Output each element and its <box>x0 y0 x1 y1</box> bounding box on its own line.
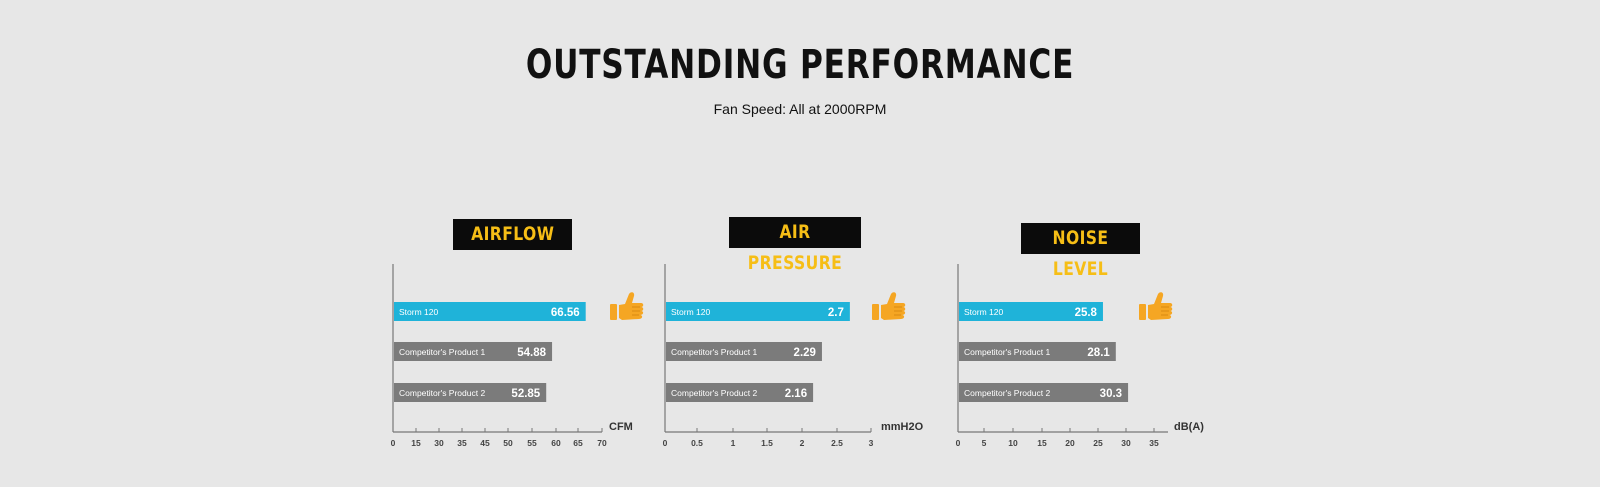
thumbs-up-icon <box>1139 292 1173 320</box>
air-pressure-bar <box>666 302 850 321</box>
noise-level-tick-label: 0 <box>956 438 961 448</box>
noise-level-bar-category: Competitor's Product 2 <box>964 388 1050 398</box>
noise-level-bar-category: Storm 120 <box>964 307 1003 317</box>
air-pressure-bar-category: Storm 120 <box>671 307 710 317</box>
airflow-bar-value: 66.56 <box>551 307 580 319</box>
noise-level-bar-value: 25.8 <box>1075 307 1098 319</box>
airflow-bar-value: 52.85 <box>511 388 540 400</box>
air-pressure-bar-category: Competitor's Product 1 <box>671 347 757 357</box>
air-pressure-bar <box>666 342 822 361</box>
airflow-tick-label: 55 <box>527 438 537 448</box>
air-pressure-tick-label: 2.5 <box>831 438 843 448</box>
chart-title-airflow-text: AIRFLOW <box>470 223 555 245</box>
airflow-bar-category: Storm 120 <box>399 307 438 317</box>
chart-title-noise-level-text: NOISE LEVEL <box>1052 227 1109 280</box>
noise-level-tick-label: 10 <box>1008 438 1018 448</box>
airflow-bar-category: Competitor's Product 1 <box>399 347 485 357</box>
air-pressure-axis-label: mmH2O <box>881 421 924 433</box>
airflow-bar-value: 54.88 <box>517 347 546 359</box>
airflow-tick-label: 15 <box>411 438 421 448</box>
noise-level-bar-value: 30.3 <box>1100 388 1122 400</box>
airflow-tick-label: 45 <box>480 438 490 448</box>
airflow-bar <box>394 383 547 402</box>
noise-level-bar <box>959 383 1129 402</box>
air-pressure-bar <box>666 383 814 402</box>
airflow-tick-label: 30 <box>434 438 444 448</box>
air-pressure-tick-label: 0 <box>663 438 668 448</box>
page-title: OUTSTANDING PERFORMANCE <box>525 42 1075 88</box>
chart-title-airflow: AIRFLOW <box>453 219 572 250</box>
noise-level-bar-category: Competitor's Product 1 <box>964 347 1050 357</box>
noise-level-tick-label: 30 <box>1121 438 1131 448</box>
chart-title-noise-level: NOISE LEVEL <box>1021 223 1140 280</box>
noise-level-bar <box>959 342 1116 361</box>
air-pressure-bar-value: 2.16 <box>785 388 807 400</box>
air-pressure-tick-label: 1 <box>731 438 736 448</box>
airflow-tick-label: 50 <box>503 438 513 448</box>
air-pressure-bar-value: 2.7 <box>828 307 844 319</box>
airflow-bar <box>394 342 553 361</box>
noise-level-tick-label: 20 <box>1065 438 1075 448</box>
airflow-tick-label: 0 <box>391 438 396 448</box>
noise-level-axis-label: dB(A) <box>1174 421 1204 433</box>
noise-level-tick-label: 5 <box>982 438 987 448</box>
airflow-tick-label: 65 <box>573 438 583 448</box>
noise-level-bar-value: 28.1 <box>1087 347 1110 359</box>
chart-title-air-pressure-text: AIR PRESSURE <box>747 221 843 274</box>
thumbs-up-icon <box>610 292 644 320</box>
page-subtitle: Fan Speed: All at 2000RPM <box>713 101 887 117</box>
airflow-axis-label: CFM <box>609 421 633 433</box>
noise-level-bar <box>959 302 1103 321</box>
airflow-tick-label: 35 <box>457 438 467 448</box>
air-pressure-bar-category: Competitor's Product 2 <box>671 388 757 398</box>
air-pressure-tick-label: 0.5 <box>691 438 703 448</box>
air-pressure-bar-value: 2.29 <box>794 347 816 359</box>
chart-title-air-pressure: AIR PRESSURE <box>729 217 861 274</box>
noise-level-tick-label: 35 <box>1149 438 1159 448</box>
air-pressure-tick-label: 3 <box>869 438 874 448</box>
air-pressure-tick-label: 1.5 <box>761 438 773 448</box>
airflow-tick-label: 70 <box>597 438 607 448</box>
noise-level-tick-label: 15 <box>1037 438 1047 448</box>
airflow-tick-label: 60 <box>551 438 561 448</box>
airflow-bar-category: Competitor's Product 2 <box>399 388 485 398</box>
thumbs-up-icon <box>872 292 906 320</box>
air-pressure-tick-label: 2 <box>800 438 805 448</box>
noise-level-tick-label: 25 <box>1093 438 1103 448</box>
airflow-bar <box>394 302 586 321</box>
